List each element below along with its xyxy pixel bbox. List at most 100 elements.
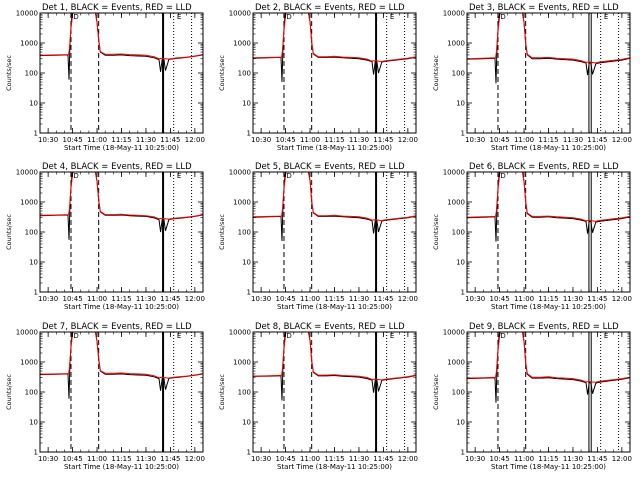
x-tick-label: 11:15	[538, 136, 558, 144]
x-tick-label: 11:45	[373, 295, 393, 303]
x-tick-label: 11:00	[514, 136, 534, 144]
y-tick-label: 1	[461, 449, 465, 457]
series-line-lld	[467, 172, 630, 222]
y-tick-label: 10000	[229, 10, 251, 18]
annotation-label: E	[390, 332, 394, 340]
panel-title: Det 2, BLACK = Events, RED = LLD	[255, 3, 405, 13]
x-tick-label: 10:30	[465, 455, 485, 463]
x-tick-label: 10:30	[251, 295, 271, 303]
x-tick-label: 11:15	[324, 295, 344, 303]
y-tick-label: 10000	[443, 10, 465, 18]
plot-area	[467, 13, 630, 133]
plot-frame	[252, 171, 417, 293]
x-tick-label: 12:00	[612, 295, 632, 303]
annotation-label: D	[73, 172, 78, 180]
x-tick-label: 11:30	[349, 455, 369, 463]
x-tick-label: 12:00	[612, 136, 632, 144]
panel-title: Det 4, BLACK = Events, RED = LLD	[42, 162, 192, 172]
y-axis-label: Counts/sec	[5, 374, 13, 410]
x-tick-label: 10:45	[276, 295, 296, 303]
x-tick-label: 11:00	[300, 295, 320, 303]
annotation-label: E	[390, 13, 394, 21]
x-tick-label: 12:00	[398, 455, 418, 463]
x-tick-label: 12:00	[612, 455, 632, 463]
y-tick-label: 1000	[447, 199, 465, 207]
x-axis-label: Start Time (18-May-11 10:25:00)	[277, 303, 392, 311]
panel-title: Det 9, BLACK = Events, RED = LLD	[469, 322, 619, 332]
x-tick-label: 11:15	[538, 295, 558, 303]
y-tick-label: 1000	[233, 40, 251, 48]
x-tick-label: 11:45	[587, 136, 607, 144]
plot-frame	[39, 171, 204, 293]
y-tick-label: 10	[29, 419, 38, 427]
annotation-label: D	[73, 332, 78, 340]
plot-frame	[252, 12, 417, 134]
x-tick-label: 12:00	[185, 455, 205, 463]
x-tick-label: 11:45	[373, 136, 393, 144]
annotation-label: D	[286, 172, 291, 180]
y-axis-label: Counts/sec	[218, 55, 226, 91]
x-tick-label: 11:30	[136, 295, 156, 303]
x-axis-label: Start Time (18-May-11 10:25:00)	[64, 144, 179, 152]
panel-title: Det 1, BLACK = Events, RED = LLD	[42, 3, 192, 13]
x-axis-label: Start Time (18-May-11 10:25:00)	[277, 144, 392, 152]
series-line-lld	[253, 332, 416, 381]
x-tick-label: 11:30	[349, 136, 369, 144]
annotation-label: E	[604, 13, 608, 21]
x-tick-label: 11:00	[87, 295, 107, 303]
y-tick-label: 1000	[447, 359, 465, 367]
y-tick-label: 10	[242, 100, 251, 108]
x-tick-label: 11:15	[111, 136, 131, 144]
y-tick-label: 10000	[443, 329, 465, 337]
panel-title: Det 3, BLACK = Events, RED = LLD	[469, 3, 619, 13]
y-tick-label: 100	[452, 389, 465, 397]
y-tick-label: 1	[247, 130, 251, 138]
annotation-label: D	[286, 332, 291, 340]
y-tick-label: 1000	[20, 199, 38, 207]
y-axis-label: Counts/sec	[218, 374, 226, 410]
x-tick-label: 11:45	[160, 455, 180, 463]
y-axis-label: Counts/sec	[218, 214, 226, 250]
x-tick-label: 10:30	[251, 136, 271, 144]
series-line-lld	[253, 13, 416, 63]
x-tick-label: 11:00	[300, 455, 320, 463]
annotation-label: D	[500, 172, 505, 180]
plot-area	[253, 172, 416, 292]
plot-frame	[466, 171, 631, 293]
y-tick-label: 10	[456, 419, 465, 427]
plot-area	[253, 13, 416, 133]
x-tick-label: 11:15	[324, 136, 344, 144]
x-tick-label: 10:45	[63, 295, 83, 303]
series-line-lld	[253, 172, 416, 222]
y-tick-label: 1	[247, 289, 251, 297]
x-tick-label: 10:30	[465, 136, 485, 144]
x-tick-label: 10:45	[490, 136, 510, 144]
x-tick-label: 11:30	[136, 455, 156, 463]
x-axis-label: Start Time (18-May-11 10:25:00)	[64, 303, 179, 311]
x-tick-label: 10:30	[38, 455, 58, 463]
x-tick-label: 12:00	[398, 136, 418, 144]
y-tick-label: 1	[461, 289, 465, 297]
panel-title: Det 6, BLACK = Events, RED = LLD	[469, 162, 619, 172]
x-axis-label: Start Time (18-May-11 10:25:00)	[277, 463, 392, 471]
y-axis-label: Counts/sec	[432, 214, 440, 250]
x-tick-label: 10:30	[38, 136, 58, 144]
y-tick-label: 1000	[20, 40, 38, 48]
panel-title: Det 7, BLACK = Events, RED = LLD	[42, 322, 192, 332]
plot-frame	[39, 12, 204, 134]
y-tick-label: 1000	[447, 40, 465, 48]
plot-frame	[466, 12, 631, 134]
y-tick-label: 10000	[16, 10, 38, 18]
annotation-label: E	[177, 332, 181, 340]
annotation-label: D	[286, 13, 291, 21]
series-line-events	[467, 332, 630, 403]
x-tick-label: 11:45	[587, 295, 607, 303]
x-tick-label: 10:30	[251, 455, 271, 463]
x-tick-label: 11:45	[160, 295, 180, 303]
plot-frame	[39, 331, 204, 453]
y-tick-label: 100	[238, 229, 251, 237]
